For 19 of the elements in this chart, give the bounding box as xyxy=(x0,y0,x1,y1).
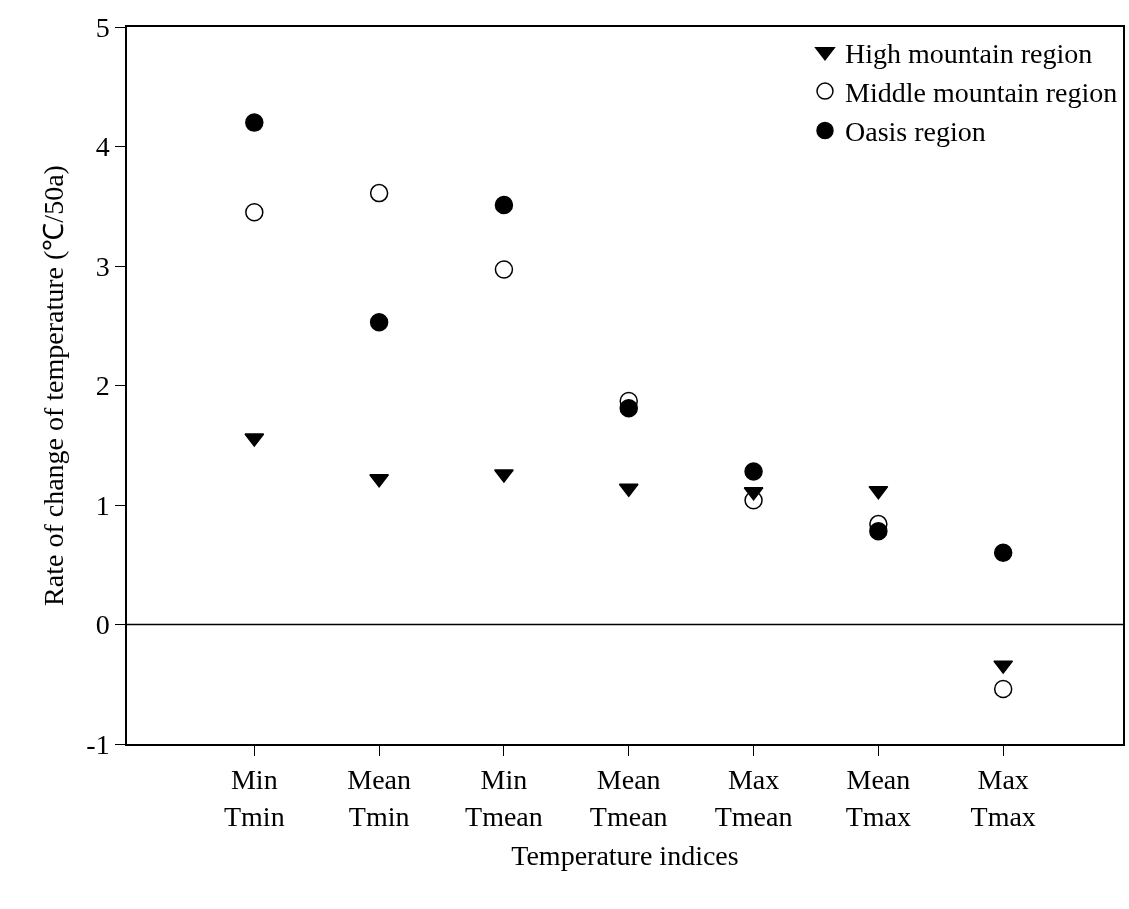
x-axis-title: Temperature indices xyxy=(511,840,739,872)
legend-label: Middle mountain region xyxy=(845,77,1118,109)
y-axis-title: Rate of change of temperature (℃/50a) xyxy=(37,165,69,606)
y-tick-label: 5 xyxy=(95,11,110,43)
y-tick-label: 0 xyxy=(95,609,110,641)
y-tick-label: 2 xyxy=(95,370,110,402)
x-tick-label: Min Tmin xyxy=(223,764,285,832)
y-tick-label: 1 xyxy=(95,489,110,521)
x-tick-label: Mean Tmax xyxy=(845,764,912,832)
x-tick-label: Max Tmean xyxy=(714,764,793,832)
legend-label: Oasis region xyxy=(845,116,986,148)
y-tick-label: 3 xyxy=(95,250,110,282)
y-tick-label: 4 xyxy=(95,131,110,163)
y-tick-label: -1 xyxy=(86,728,110,760)
x-tick-label: Mean Tmin xyxy=(347,764,411,832)
x-tick-label: Mean Tmean xyxy=(589,764,668,832)
legend-label: High mountain region xyxy=(845,37,1093,69)
x-tick-label: Max Tmax xyxy=(970,764,1036,832)
x-tick-label: Min Tmean xyxy=(465,764,543,832)
